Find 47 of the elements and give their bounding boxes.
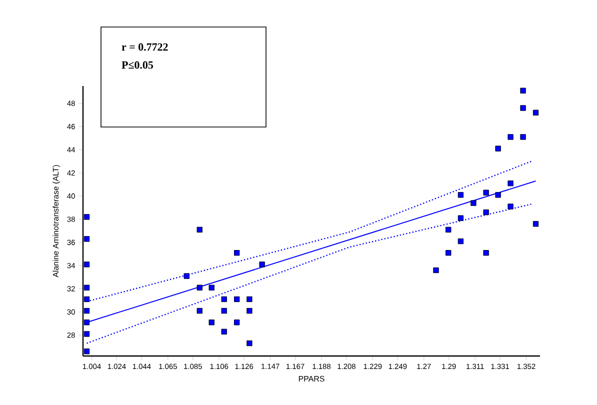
point [84,308,90,314]
point [470,200,476,206]
point [246,296,252,302]
point [84,320,90,326]
point [221,328,227,335]
point [532,110,539,116]
point [495,192,501,198]
point [520,134,526,140]
point [495,146,501,152]
point [458,192,464,198]
point [234,250,240,256]
point [221,296,227,302]
point [532,221,539,227]
point [84,348,90,354]
point [508,180,514,186]
point [208,284,214,290]
point [520,105,526,111]
point [446,226,452,233]
point [433,267,439,274]
point [208,320,214,326]
point [246,340,252,346]
point [234,320,240,326]
point [221,308,227,314]
point [458,238,464,244]
point [196,226,202,233]
point [483,250,489,256]
point [84,284,90,290]
point [84,331,90,337]
point [84,262,90,268]
text: P≤0.05 [122,61,154,69]
point [508,204,514,210]
point [84,214,90,220]
point [246,308,252,314]
point [458,215,464,221]
point [483,209,489,216]
point [234,296,240,302]
point [508,134,514,140]
point [446,250,452,256]
point [84,296,90,302]
point [196,308,202,314]
point [259,262,265,268]
point [184,273,190,279]
point [196,284,202,290]
point [483,190,489,196]
text: r = 0.7722 [122,43,168,51]
point [520,88,526,94]
point [84,236,90,242]
